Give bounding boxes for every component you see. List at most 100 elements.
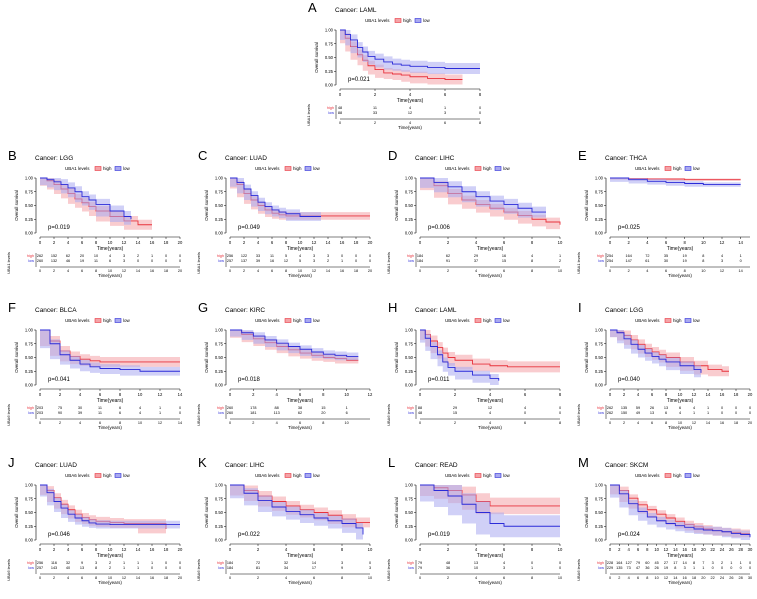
risk-time-label: 0 xyxy=(229,421,231,425)
risk-count-low: 36 xyxy=(645,566,649,570)
risk-count-high: 4 xyxy=(693,406,695,410)
risk-row-label-low: low xyxy=(408,259,414,263)
y-tick-label: 1.00 xyxy=(405,328,414,333)
x-tick-label: 10 xyxy=(298,240,303,245)
risk-x-label: Time(years) xyxy=(98,425,122,430)
risk-table-label: UBA1 levels xyxy=(386,252,391,274)
panel-title: Cancer: LAML xyxy=(415,307,457,314)
risk-time-label: 4 xyxy=(409,121,411,125)
risk-count-low: 0 xyxy=(151,259,153,263)
risk-count-high: 1 xyxy=(559,254,561,258)
panel-title: Cancer: LIHC xyxy=(225,462,265,469)
confidence-band-high xyxy=(610,330,729,377)
risk-table-label: UBA1 levels xyxy=(196,252,201,274)
y-axis-label: Overall survival xyxy=(584,190,589,221)
legend-swatch-high xyxy=(394,18,402,23)
y-tick-label: 0.50 xyxy=(325,55,334,60)
risk-count-high: 33 xyxy=(256,254,260,258)
risk-count-high: 116 xyxy=(51,561,57,565)
risk-row-label-high: high xyxy=(597,406,604,410)
x-tick-label: 8 xyxy=(531,547,534,552)
risk-count-low: 0 xyxy=(524,411,526,415)
risk-time-label: 2 xyxy=(447,269,449,273)
risk-time-label: 0 xyxy=(419,576,421,580)
risk-count-low: 61 xyxy=(645,259,649,263)
risk-time-label: 2 xyxy=(252,421,254,425)
y-tick-label: 0.00 xyxy=(595,231,604,236)
panel-title: Cancer: LGG xyxy=(35,155,73,162)
p-value: p=0.041 xyxy=(48,377,71,383)
risk-row-label-low: low xyxy=(408,566,414,570)
risk-time-label: 8 xyxy=(119,421,121,425)
risk-count-low: 3 xyxy=(369,566,371,570)
risk-count-low: 62 xyxy=(298,411,302,415)
risk-time-label: 0 xyxy=(419,421,421,425)
y-tick-label: 0.75 xyxy=(215,189,224,194)
panel-letter: A xyxy=(308,0,317,15)
x-tick-label: 8 xyxy=(559,392,562,397)
risk-count-high: 4 xyxy=(721,254,723,258)
x-tick-label: 2 xyxy=(59,392,62,397)
legend-title: UBA1 levels xyxy=(65,166,90,171)
risk-time-label: 10 xyxy=(558,576,562,580)
risk-count-high: 4 xyxy=(524,406,526,410)
p-value: p=0.040 xyxy=(618,377,641,383)
survival-curve-low xyxy=(230,177,321,217)
risk-time-label: 14 xyxy=(178,421,182,425)
y-tick-label: 0.75 xyxy=(215,496,224,501)
risk-count-low: 1 xyxy=(707,411,709,415)
risk-time-label: 8 xyxy=(285,269,287,273)
y-tick-label: 0.00 xyxy=(25,231,34,236)
legend-label-high: high xyxy=(293,318,302,323)
risk-time-label: 14 xyxy=(326,269,330,273)
survival-curve-low xyxy=(610,177,741,186)
risk-count-high: 0 xyxy=(721,406,723,410)
x-tick-label: 4 xyxy=(67,240,70,245)
x-tick-label: 20 xyxy=(178,240,183,245)
risk-count-high: 256 xyxy=(227,254,233,258)
risk-count-low: 16 xyxy=(270,259,274,263)
y-tick-label: 1.00 xyxy=(405,176,414,181)
legend-label-high: high xyxy=(483,318,492,323)
x-tick-label: 16 xyxy=(682,547,687,552)
risk-row-label-low: low xyxy=(28,259,34,263)
risk-count-low: 2 xyxy=(559,259,561,263)
risk-count-high: 254 xyxy=(607,254,613,258)
x-tick-label: 8 xyxy=(95,547,98,552)
risk-count-high: 26 xyxy=(650,406,654,410)
p-value: p=0.046 xyxy=(48,532,71,538)
risk-table-label: UBA6 levels xyxy=(386,559,391,581)
p-value: p=0.019 xyxy=(428,532,451,538)
y-tick-label: 0.50 xyxy=(215,510,224,515)
risk-count-high: 4 xyxy=(409,106,411,110)
risk-count-high: 62 xyxy=(446,254,450,258)
legend-swatch-low xyxy=(304,166,312,171)
x-tick-label: 20 xyxy=(748,392,753,397)
risk-time-label: 4 xyxy=(475,269,477,273)
x-axis-label: Time(years) xyxy=(97,246,124,252)
survival-curve-low xyxy=(40,484,180,526)
risk-count-low: 260 xyxy=(227,411,233,415)
risk-count-low: 0 xyxy=(749,566,751,570)
x-tick-label: 2 xyxy=(53,547,56,552)
risk-x-label: Time(years) xyxy=(478,273,502,278)
risk-count-low: 2 xyxy=(327,259,329,263)
y-tick-label: 1.00 xyxy=(215,328,224,333)
risk-count-low: 6 xyxy=(665,411,667,415)
risk-row-label-low: low xyxy=(408,411,414,415)
risk-time-label: 8 xyxy=(322,421,324,425)
x-tick-label: 8 xyxy=(341,547,344,552)
legend-label-high: high xyxy=(103,473,112,478)
risk-count-low: 36 xyxy=(446,566,450,570)
risk-count-low: 30 xyxy=(664,259,668,263)
x-tick-label: 2 xyxy=(257,547,260,552)
risk-count-high: 29 xyxy=(453,406,457,410)
risk-x-label: Time(years) xyxy=(288,273,312,278)
legend-label-low: low xyxy=(503,166,511,171)
x-tick-label: 2 xyxy=(447,547,450,552)
panel-letter: K xyxy=(198,455,207,470)
risk-count-low: 0 xyxy=(179,259,181,263)
legend-swatch-high xyxy=(664,473,672,478)
legend-swatch-low xyxy=(114,166,122,171)
y-axis-label: Overall survival xyxy=(204,342,209,373)
